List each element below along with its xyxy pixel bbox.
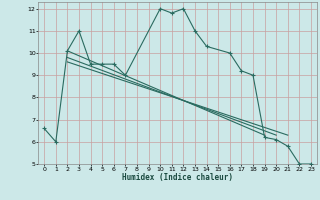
X-axis label: Humidex (Indice chaleur): Humidex (Indice chaleur) [122,173,233,182]
